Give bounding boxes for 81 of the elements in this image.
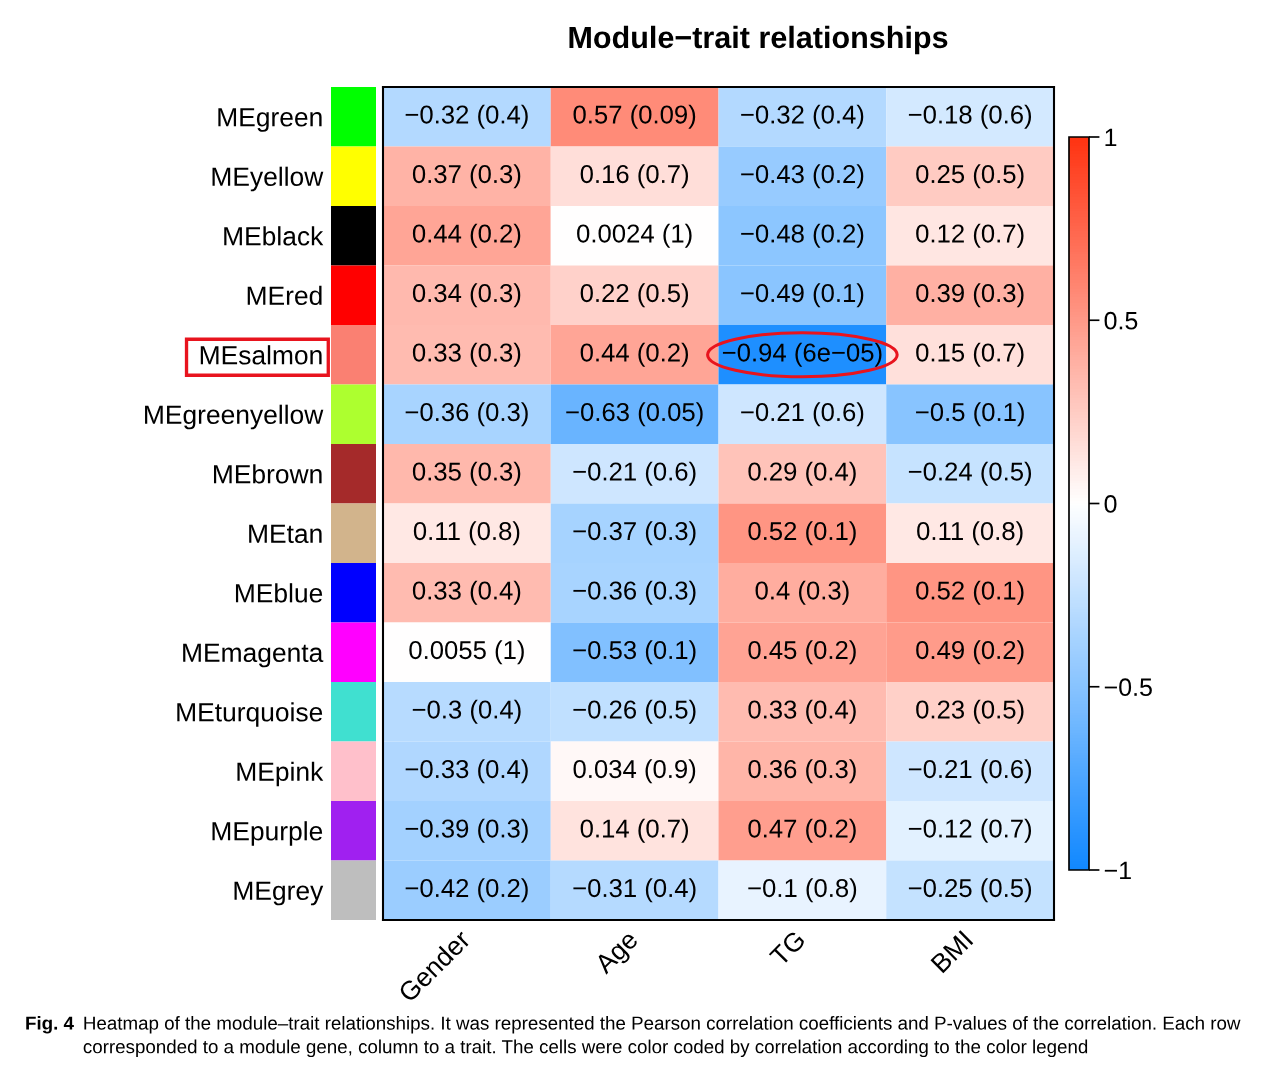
data-label: 0.4 (0.3) — [755, 580, 849, 605]
y-tick-label: MEtan — [249, 524, 322, 544]
data-label: 0.22 (0.5) — [580, 283, 689, 308]
data-label: −0.36 (0.3) — [405, 402, 528, 427]
data-label: 0.52 (0.1) — [748, 521, 856, 546]
data-label: −0.33 (0.4) — [405, 759, 528, 784]
data-label: 0.15 (0.7) — [916, 342, 1024, 367]
data-label: 0.45 (0.2) — [748, 640, 856, 665]
data-label: −0.25 (0.5) — [908, 878, 1032, 903]
data-label: 0.33 (0.4) — [748, 699, 856, 724]
data-label: 0.39 (0.3) — [916, 283, 1024, 308]
y-tick-label: MEblue — [235, 583, 323, 603]
data-label: 0.12 (0.7) — [916, 223, 1024, 248]
color-bar-label: −0.5 — [1104, 678, 1152, 697]
data-label: 0.52 (0.1) — [916, 580, 1024, 605]
data-label: 0.44 (0.2) — [580, 342, 689, 367]
y-tick-label: MEgrey — [234, 881, 324, 906]
x-tick-label: BMI — [930, 930, 974, 974]
y-tick-label: MEmagenta — [183, 643, 324, 668]
color-bar-label: 0 — [1104, 495, 1117, 513]
data-label: 0.11 (0.8) — [413, 521, 520, 546]
data-label: −0.26 (0.5) — [573, 699, 696, 724]
x-tick-label: TG — [768, 929, 806, 968]
data-label: −0.53 (0.1) — [573, 640, 696, 665]
data-label: −0.21 (0.6) — [741, 402, 864, 427]
y-tick-label: MEturquoise — [177, 702, 323, 727]
data-label: 0.33 (0.4) — [412, 580, 521, 605]
data-label: 0.23 (0.5) — [916, 699, 1024, 724]
data-label: −0.18 (0.6) — [908, 104, 1032, 129]
data-label: 0.33 (0.3) — [412, 342, 521, 367]
caption: Fig. 4 — [26, 1016, 74, 1034]
data-label: 0.49 (0.2) — [916, 640, 1024, 665]
data-label: −0.21 (0.6) — [573, 461, 696, 486]
y-tick-label: MEsalmon — [200, 345, 322, 365]
data-label: −0.43 (0.2) — [741, 164, 864, 189]
data-label: −0.42 (0.2) — [405, 878, 528, 903]
data-label: −0.24 (0.5) — [908, 461, 1032, 486]
y-tick-label: MEblack — [224, 226, 324, 246]
data-label: 0.29 (0.4) — [748, 461, 856, 486]
color-bar-label: 0.5 — [1104, 311, 1138, 330]
data-label: 0.16 (0.7) — [580, 164, 689, 189]
y-tick-label: MEred — [247, 285, 322, 306]
data-label: 0.35 (0.3) — [412, 461, 521, 486]
x-tick-label: Age — [593, 929, 643, 979]
data-label: −0.3 (0.4) — [412, 699, 521, 724]
color-bar-label: 1 — [1105, 128, 1117, 147]
text: Heatmap of the module–trait relationships. It was represented the Pearson correlation coefficients and P-values of the correlation. Each row corresponded to a module gene, column to a trait. The cells were color coded by correlation according to the color legend — [83, 1016, 1241, 1058]
data-label: −0.37 (0.3) — [573, 521, 696, 546]
data-label: 0.44 (0.2) — [412, 223, 521, 248]
data-label: 0.47 (0.2) — [748, 818, 856, 843]
data-label: −0.12 (0.7) — [908, 818, 1032, 843]
data-label: 0.034 (0.9) — [573, 759, 696, 784]
data-label: 0.11 (0.8) — [917, 521, 1023, 546]
data-label: −0.94 (6e−05) — [722, 342, 882, 367]
data-label: −0.31 (0.4) — [573, 878, 696, 903]
y-tick-label: MEyellow — [212, 166, 324, 192]
data-label: −0.48 (0.2) — [741, 223, 864, 248]
data-label: 0.14 (0.7) — [580, 818, 689, 843]
color-bar-label: −1 — [1104, 861, 1131, 880]
data-label: 0.57 (0.09) — [573, 104, 696, 129]
data-label: −0.63 (0.05) — [566, 402, 703, 427]
data-label: 0.37 (0.3) — [412, 164, 521, 189]
data-label: −0.49 (0.1) — [741, 283, 864, 308]
y-tick-label: MEgreenyellow — [145, 404, 324, 430]
data-label: 0.0055 (1) — [409, 640, 524, 665]
data-label: 0.0024 (1) — [577, 223, 692, 248]
data-label: 0.36 (0.3) — [748, 759, 856, 784]
data-label: −0.36 (0.3) — [573, 580, 696, 605]
data-label: −0.21 (0.6) — [908, 759, 1032, 784]
data-label: 0.25 (0.5) — [916, 164, 1024, 189]
data-label: −0.32 (0.4) — [741, 104, 864, 129]
data-label: −0.5 (0.1) — [916, 402, 1024, 427]
chart-title: Module−trait relationships — [569, 25, 948, 55]
data-label: −0.32 (0.4) — [405, 104, 528, 129]
y-tick-label: MEpink — [237, 761, 324, 787]
data-label: −0.39 (0.3) — [405, 818, 528, 843]
y-tick-label: MEbrown — [213, 464, 322, 484]
y-tick-label: MEgreen — [218, 108, 322, 132]
data-label: 0.34 (0.3) — [412, 283, 521, 308]
data-label: −0.1 (0.8) — [748, 878, 857, 903]
y-tick-label: MEpurple — [212, 821, 323, 846]
